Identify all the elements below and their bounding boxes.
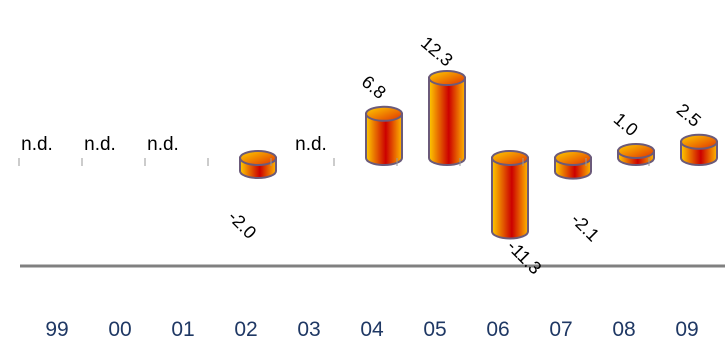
x-tick-label: 04: [360, 318, 384, 340]
bar-cap: [365, 105, 403, 122]
bar: [491, 150, 529, 240]
bar: [680, 133, 718, 166]
data-label: 12.3: [417, 33, 457, 71]
bar-cap: [428, 70, 466, 87]
missing-data-label: n.d.: [21, 134, 53, 155]
data-label: -11.3: [503, 236, 545, 278]
x-tick-label: 99: [45, 318, 68, 340]
bar-cap: [554, 150, 592, 166]
bar: [428, 70, 466, 166]
data-label: -2.1: [567, 209, 603, 245]
bar-cap: [617, 143, 655, 159]
missing-data-label: n.d.: [147, 134, 179, 155]
data-label: 2.5: [673, 99, 705, 130]
bar-body: [365, 112, 403, 166]
data-label: 6.8: [358, 71, 390, 102]
x-tick-label: 02: [234, 318, 257, 340]
bar-cap: [491, 150, 529, 166]
x-tick-label: 06: [486, 318, 509, 340]
x-tick-label: 03: [297, 318, 320, 340]
x-tick-label: 09: [675, 318, 698, 340]
bar: [365, 105, 403, 166]
bar-cap: [680, 133, 718, 150]
x-tick-label: 08: [612, 318, 635, 340]
x-tick-label: 07: [549, 318, 572, 340]
bar: [554, 150, 592, 180]
x-tick-label: 05: [423, 318, 446, 340]
missing-data-label: n.d.: [295, 134, 327, 155]
data-label: -2.0: [224, 207, 260, 243]
bar-body: [428, 77, 466, 166]
x-tick-label: 01: [171, 318, 194, 340]
bar-cap: [239, 150, 277, 166]
bar: [239, 150, 277, 179]
bar-body: [491, 157, 529, 240]
bar: [617, 143, 655, 166]
missing-data-label: n.d.: [84, 134, 116, 155]
x-tick-label: 00: [108, 318, 131, 340]
data-label: 1.0: [610, 109, 642, 140]
